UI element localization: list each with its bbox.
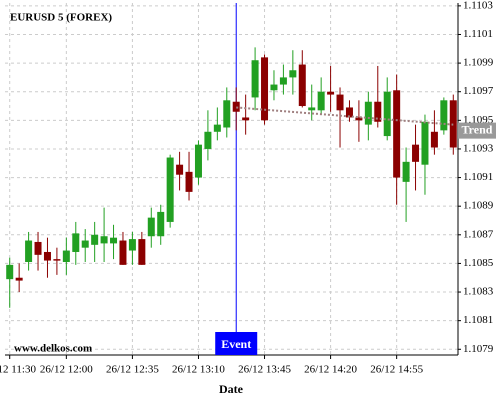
candle-body [204,131,212,149]
plot-layer [5,3,458,355]
candle-body [34,241,42,255]
candle-body [402,161,410,182]
candle-body [43,251,51,261]
candle-body [213,124,221,132]
candle-body [298,64,306,107]
x-tick-label: 26/12 12:35 [106,364,159,376]
candle-body [364,101,372,125]
candle-body [374,101,382,122]
candle-body [25,240,33,262]
chart-title: EURUSD 5 (FOREX) [10,12,112,24]
candle-body [119,240,127,265]
x-tick-label: 26/12 14:55 [370,364,423,376]
candle-body [308,107,316,111]
candle-body [345,107,353,118]
candle-body [194,144,202,178]
candle-body [100,236,108,244]
x-axis-label: Date [219,382,244,396]
y-tick-label: 1.1085 [463,257,494,269]
candle-body [147,217,155,237]
candle-body [261,57,269,121]
candle-body [327,91,335,95]
event-label: Event [221,337,251,351]
y-tick-label: 1.1103 [463,0,493,11]
candle-body [166,157,174,222]
candle-body [62,250,70,262]
candle-body [393,90,401,178]
candle-body [53,259,61,261]
candle-body [440,100,448,131]
candle-body [6,264,14,280]
y-tick-label: 1.1101 [463,28,493,40]
trend-label-box [458,122,496,139]
x-tick-label: 26/12 12:00 [40,364,93,376]
candle-body [81,240,89,248]
y-tick-label: 1.1083 [463,286,494,298]
x-tick-label: 26/12 14:20 [304,364,357,376]
candle-body [412,144,420,162]
candle-body [110,237,118,244]
y-tick-label: 1.1093 [463,142,494,154]
candle-body [336,94,344,111]
candle-body [383,91,391,137]
candle-body [223,100,231,128]
candle-body [251,60,259,98]
candle-body [270,84,278,91]
candle-body [421,121,429,165]
y-tick-label: 1.1091 [463,171,493,183]
trend-label: Trend [462,122,493,136]
x-tick-label: 26/12 13:45 [238,364,291,376]
candle-body [430,131,438,148]
candle-body [242,117,250,121]
candle-body [128,239,136,251]
candle-body [157,211,165,237]
candle-body [232,101,240,112]
y-tick-label: 1.1081 [463,314,493,326]
candle-body [91,234,99,245]
y-tick-label: 1.1087 [463,228,494,240]
x-tick-label: 26/12 11:30 [0,364,36,376]
candle-body [317,91,325,111]
candle-body [176,164,184,175]
candle-body [185,171,193,192]
candle-body [289,70,297,78]
y-tick-label: 1.1099 [463,57,494,69]
x-tick-label: 26/12 13:10 [172,364,225,376]
candle-body [72,233,80,252]
event-box [215,332,258,355]
y-tick-label: 1.1079 [463,343,494,355]
y-tick-label: 1.1097 [463,85,494,97]
candle-body [138,239,146,265]
candle-body [15,277,23,281]
watermark: www.delkos.com [14,343,92,355]
candle-body [279,77,287,85]
y-tick-label: 1.1089 [463,200,494,212]
candle-body [355,117,363,121]
trend-line [236,106,454,126]
